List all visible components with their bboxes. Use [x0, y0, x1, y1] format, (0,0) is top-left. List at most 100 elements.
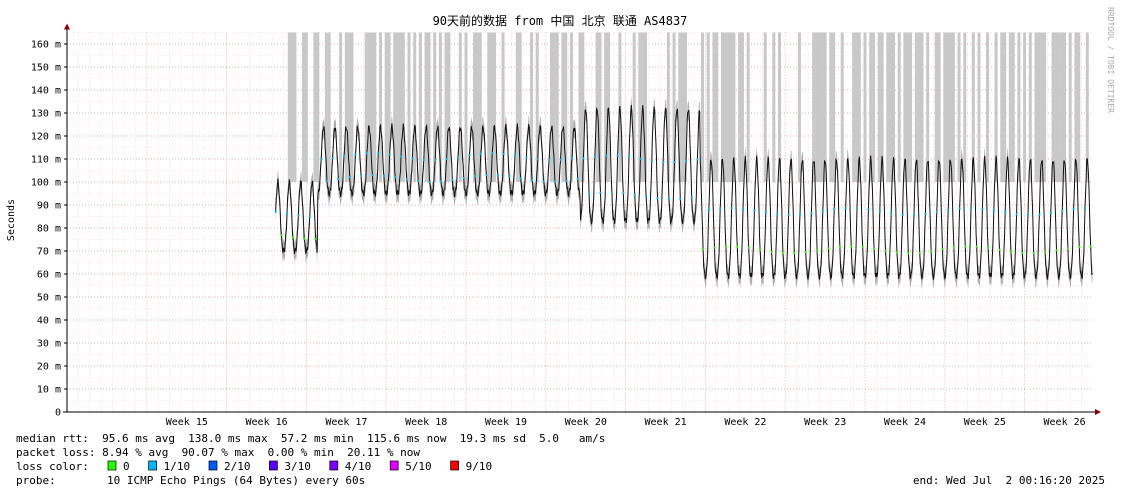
median-loss-marker [901, 213, 904, 216]
median-loss-marker [907, 252, 910, 255]
x-tick-label: Week 19 [485, 417, 527, 428]
median-loss-marker [559, 158, 562, 161]
median-loss-marker [873, 247, 876, 250]
median-loss-marker [457, 156, 460, 159]
loss-swatch [107, 460, 117, 471]
x-tick-label: Week 15 [166, 417, 208, 428]
loss-bar [797, 32, 801, 182]
median-loss-marker [354, 153, 357, 156]
median-loss-marker [987, 246, 990, 249]
loss-bar [1017, 32, 1021, 182]
median-loss-marker [576, 178, 579, 181]
median-loss-marker [833, 208, 836, 211]
loss-bar [350, 32, 354, 182]
median-loss-marker [913, 213, 916, 216]
median-loss-marker [405, 178, 408, 181]
median-loss-marker [491, 152, 494, 155]
median-loss-marker [439, 180, 442, 183]
median-loss-marker [776, 213, 779, 216]
loss-bar [829, 32, 833, 182]
loss-bar [595, 32, 599, 182]
median-loss-marker [667, 198, 670, 201]
loss-bar [920, 32, 924, 182]
median-loss-marker [422, 158, 425, 161]
loss-bar [672, 32, 676, 182]
loss-bar [937, 32, 941, 182]
loss-bar [418, 32, 422, 182]
median-loss-marker [525, 156, 528, 159]
loss-bar [598, 32, 602, 182]
median-loss-marker [861, 246, 864, 249]
median-loss-marker [468, 154, 471, 157]
y-tick-label: 60 m [37, 270, 61, 281]
median-loss-marker [343, 155, 346, 158]
legend-loss-color-label: loss color: [16, 460, 89, 473]
x-tick-label: Week 26 [1044, 417, 1086, 428]
loss-bar [706, 32, 710, 182]
x-tick-labels: Week 15 Week 16 Week 17 Week 18 Week 19 Week … [166, 417, 1086, 428]
loss-bar [740, 32, 744, 182]
median-loss-marker [890, 212, 893, 215]
loss-bar [1003, 32, 1007, 182]
median-loss-marker [975, 245, 978, 248]
median-loss-marker [286, 212, 289, 215]
median-loss-marker [1084, 207, 1087, 210]
median-loss-marker [702, 248, 705, 251]
median-loss-marker [770, 250, 773, 253]
y-tick-label: 160 m [31, 40, 61, 51]
loss-bar [401, 32, 405, 182]
loss-bar [1051, 32, 1055, 182]
median-loss-marker [742, 207, 745, 210]
x-tick-label: Week 23 [804, 417, 846, 428]
loss-bar [561, 32, 565, 182]
loss-bar [723, 32, 727, 182]
median-loss-marker [816, 249, 819, 252]
loss-bar [581, 32, 585, 182]
median-loss-marker [474, 175, 477, 178]
loss-bar [917, 32, 921, 182]
y-tick-label: 110 m [31, 155, 61, 166]
loss-bar [1068, 32, 1072, 182]
median-loss-marker [759, 248, 762, 251]
median-loss-marker [730, 207, 733, 210]
loss-bar [892, 32, 895, 182]
loss-swatch [329, 460, 339, 471]
loss-swatch-label: 4/10 [345, 460, 372, 473]
y-tick-label: 30 m [37, 339, 61, 350]
loss-bar [1054, 32, 1058, 182]
loss-bar [772, 32, 776, 182]
median-loss-marker [941, 248, 944, 251]
median-loss-marker [1072, 208, 1075, 211]
y-tick-label: 70 m [37, 247, 61, 258]
loss-bar [949, 32, 952, 182]
loss-bar [1037, 32, 1041, 182]
median-loss-marker [394, 176, 397, 179]
median-loss-marker [1066, 247, 1069, 250]
loss-bar [880, 32, 884, 182]
y-tick-label: 150 m [31, 63, 61, 74]
x-tick-label: Week 20 [565, 417, 607, 428]
median-loss-marker [793, 252, 796, 255]
loss-bar [738, 32, 742, 182]
loss-bar [1060, 32, 1064, 182]
loss-swatch [208, 460, 218, 471]
median-loss-marker [622, 191, 625, 194]
median-loss-marker [810, 212, 813, 215]
loss-bar [889, 32, 893, 182]
legend-probe-label: probe: [16, 474, 56, 487]
loss-swatch [148, 460, 157, 471]
median-loss-marker [610, 191, 613, 194]
y-tick-label: 90 m [37, 201, 61, 212]
loss-bar [398, 32, 402, 182]
median-loss-marker [371, 173, 374, 176]
median-loss-marker [628, 155, 631, 158]
median-loss-marker [485, 174, 488, 177]
loss-bar [493, 32, 496, 182]
median-loss-marker [1078, 245, 1081, 248]
loss-bar [1023, 32, 1027, 182]
loss-bar [535, 32, 539, 182]
y-tick-label: 100 m [31, 178, 61, 189]
loss-bar [424, 32, 428, 182]
x-tick-label: Week 21 [645, 417, 687, 428]
y-tick-label: 50 m [37, 293, 61, 304]
